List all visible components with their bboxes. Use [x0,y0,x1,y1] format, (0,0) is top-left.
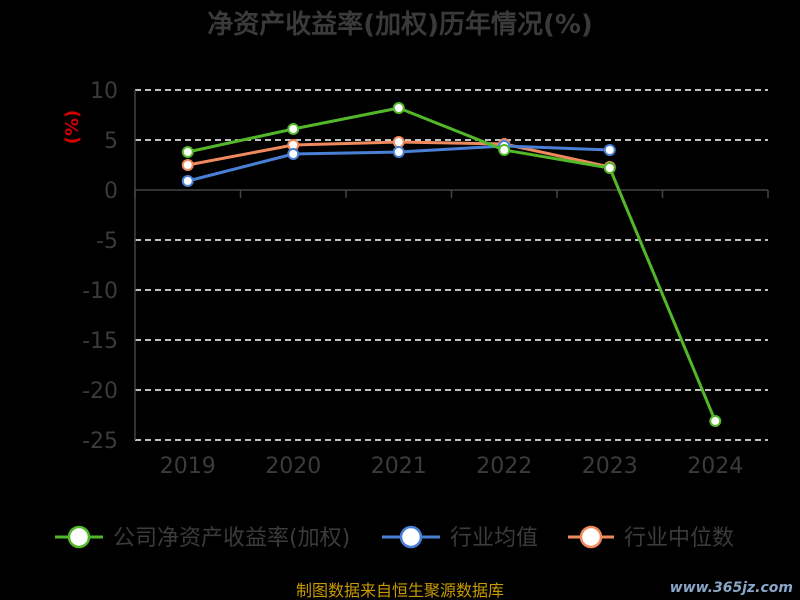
data-point [603,144,616,156]
x-tick-label: 2019 [160,454,216,479]
legend-marker [67,525,91,549]
data-point [181,175,194,187]
data-point [287,123,300,135]
legend-label: 行业中位数 [624,526,734,551]
data-source-note: 制图数据来自恒生聚源数据库 [296,581,504,600]
legend-marker [399,525,423,549]
y-tick-label: -10 [82,279,118,304]
y-tick-label: 0 [104,179,118,204]
x-tick-label: 2021 [371,454,427,479]
data-point [287,148,300,160]
y-tick-label: -20 [82,379,118,404]
y-tick-label: 10 [90,79,118,104]
x-tick-label: 2024 [687,454,743,479]
watermark: www.365jz.com [670,580,793,596]
data-point [498,144,511,156]
legend-label: 行业均值 [450,526,538,551]
x-tick-label: 2022 [476,454,532,479]
y-tick-label: -25 [82,429,118,454]
x-tick-label: 2023 [582,454,638,479]
data-point [392,102,405,114]
y-tick-label: -5 [96,229,118,254]
legend-label: 公司净资产收益率(加权) [113,526,350,551]
axes [134,90,769,440]
x-tick-labels: 2019 2020 2021 2022 2023 2024 [160,454,744,479]
chart-title: 净资产收益率(加权)历年情况(%) [207,9,593,40]
data-point [392,146,405,158]
series-lines [181,102,722,427]
data-point [709,415,722,427]
data-point [181,159,194,171]
legend-marker [579,525,603,549]
data-point [603,162,616,174]
y-tick-label: 5 [104,129,118,154]
legend: 公司净资产收益率(加权) 行业均值 行业中位数 [55,525,734,551]
data-point [181,146,194,158]
y-tick-label: -15 [82,329,118,354]
y-axis-label: (%) [62,110,83,145]
series-line [187,106,717,422]
x-tick-label: 2020 [265,454,321,479]
y-tick-labels: 10 5 0 -5 -10 -15 -20 -25 [82,79,118,454]
data-point [392,136,405,148]
